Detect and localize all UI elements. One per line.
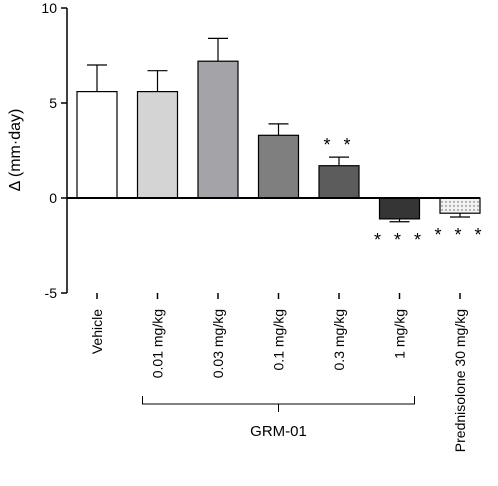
significance-label: * * [323, 135, 354, 155]
bracket-line [142, 396, 415, 405]
error-bars [87, 37, 470, 223]
x-tick-label: 1 mg/kg [392, 309, 408, 359]
x-tick-label: Prednisolone 30 mg/kg [452, 309, 468, 452]
y-tick-label: 0 [49, 190, 57, 206]
bracket-label: GRM-01 [250, 423, 307, 440]
x-tick-label: 0.03 mg/kg [210, 309, 226, 378]
significance-label: * * * [374, 230, 425, 250]
bar [378, 197, 421, 220]
bars [67, 60, 481, 220]
x-tick-label: 0.01 mg/kg [150, 309, 166, 378]
y-tick-label: 5 [49, 95, 57, 111]
bar [76, 90, 118, 199]
x-tick-label: 0.3 mg/kg [331, 309, 347, 370]
bar [439, 197, 481, 214]
y-tick-label: -5 [45, 285, 58, 301]
bar [136, 90, 179, 199]
x-tick-label: Vehicle [89, 309, 105, 354]
y-axis: -5 0 5 10 [41, 0, 68, 301]
bar [318, 165, 360, 199]
significance-label: * * * [434, 225, 485, 245]
bar [197, 60, 239, 199]
x-tick-label: 0.1 mg/kg [271, 309, 287, 370]
significance-marks: * * * * * * * * [323, 135, 485, 250]
bar [257, 134, 300, 199]
y-tick-label: 10 [41, 0, 57, 16]
x-axis: Vehicle 0.01 mg/kg 0.03 mg/kg 0.1 mg/kg 0.3 … [89, 293, 468, 452]
group-bracket: GRM-01 [142, 396, 415, 440]
y-axis-label: Δ (mm·day) [7, 109, 24, 192]
